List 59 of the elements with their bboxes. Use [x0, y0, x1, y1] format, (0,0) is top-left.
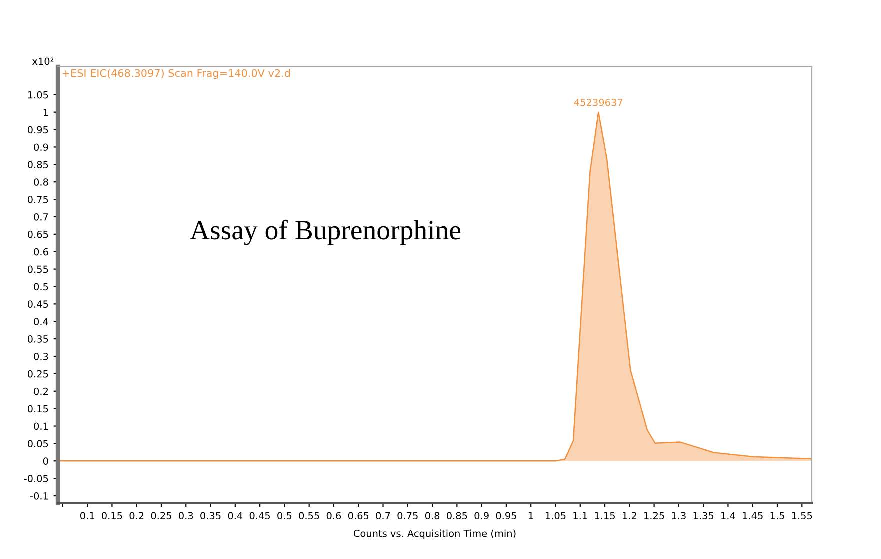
x-tick-label: 1.25: [644, 512, 664, 520]
x-axis-title: Counts vs. Acquisition Time (min): [354, 530, 516, 540]
x-tick-label: 0.15: [102, 512, 122, 520]
x-tick-label: 0.2: [130, 512, 144, 520]
y-tick-label: 0.35: [28, 336, 48, 343]
x-tick-label: 1.05: [546, 512, 566, 520]
x-tick-label: 0.55: [299, 512, 320, 520]
y-tick-label: 0.6: [34, 248, 48, 256]
y-tick-label: 0.65: [28, 230, 48, 238]
y-tick-label: 0.3: [34, 352, 48, 360]
y-tick-label: 0.2: [34, 388, 48, 396]
y-tick-label: 0.45: [28, 300, 48, 308]
x-tick-label: 0.5: [278, 512, 292, 520]
y-tick-label: -0.1: [30, 492, 48, 500]
x-tick-label: 0.9: [474, 512, 489, 520]
y-tick-label: 0.05: [28, 440, 48, 448]
x-tick-label: 1.1: [574, 512, 588, 520]
x-tick-label: 0.35: [200, 512, 221, 520]
y-tick-label: 0.7: [34, 213, 48, 221]
x-tick-label: 0.65: [348, 512, 369, 520]
x-tick-label: 0.1: [80, 512, 94, 520]
y-tick-label: 1.05: [28, 91, 48, 99]
x-tick-label: 0.75: [398, 512, 418, 520]
x-tick-label: 0.95: [496, 512, 516, 520]
y-tick-label: 0.25: [28, 370, 48, 378]
x-tick-label: 0.4: [228, 512, 243, 520]
x-tick-label: 0.3: [179, 512, 194, 520]
y-tick-label: 0: [43, 458, 48, 465]
x-tick-label: 0.6: [326, 512, 342, 520]
x-tick-label: 0.85: [446, 512, 468, 520]
x-tick-label: 0.7: [376, 512, 390, 520]
x-tick-label: 0.8: [425, 512, 440, 520]
y-tick-label: 1: [44, 108, 48, 116]
x-tick-label: 1.2: [622, 512, 636, 520]
chart-title: +ESI EIC(468.3097) Scan Frag=140.0V v2.d: [62, 69, 290, 80]
x-tick-label: 1: [529, 512, 534, 520]
x-tick-label: 1.5: [770, 512, 784, 520]
y-tick-label: 0.8: [34, 178, 48, 186]
y-tick-label: 0.5: [34, 283, 48, 291]
y-tick-label: 0.85: [28, 161, 48, 168]
y-tick-label: 0.75: [28, 196, 48, 204]
y-tick-label: 0.15: [28, 405, 48, 413]
x-tick-label: 0.25: [151, 512, 172, 520]
x-tick-label: 1.35: [694, 512, 714, 520]
x-tick-label: 1.4: [722, 512, 736, 520]
y-tick-label: 0.9: [34, 144, 48, 152]
x-tick-label: 1.3: [672, 512, 686, 520]
x-tick-label: 1.15: [595, 512, 615, 520]
text: x10²: [32, 58, 54, 66]
y-tick-label: 0.1: [34, 422, 48, 430]
y-tick-label: 0.55: [28, 266, 48, 274]
y-tick-label: 0.95: [28, 126, 48, 134]
x-tick-label: 0.45: [250, 512, 270, 520]
annotation: 45239637: [574, 98, 623, 106]
y-tick-label: 0.4: [34, 318, 48, 326]
y-tick-label: -0.05: [24, 475, 48, 482]
annotation: Assay of Buprenorphine: [190, 220, 461, 246]
x-tick-label: 1.55: [792, 512, 812, 520]
x-tick-label: 1.45: [743, 512, 763, 520]
